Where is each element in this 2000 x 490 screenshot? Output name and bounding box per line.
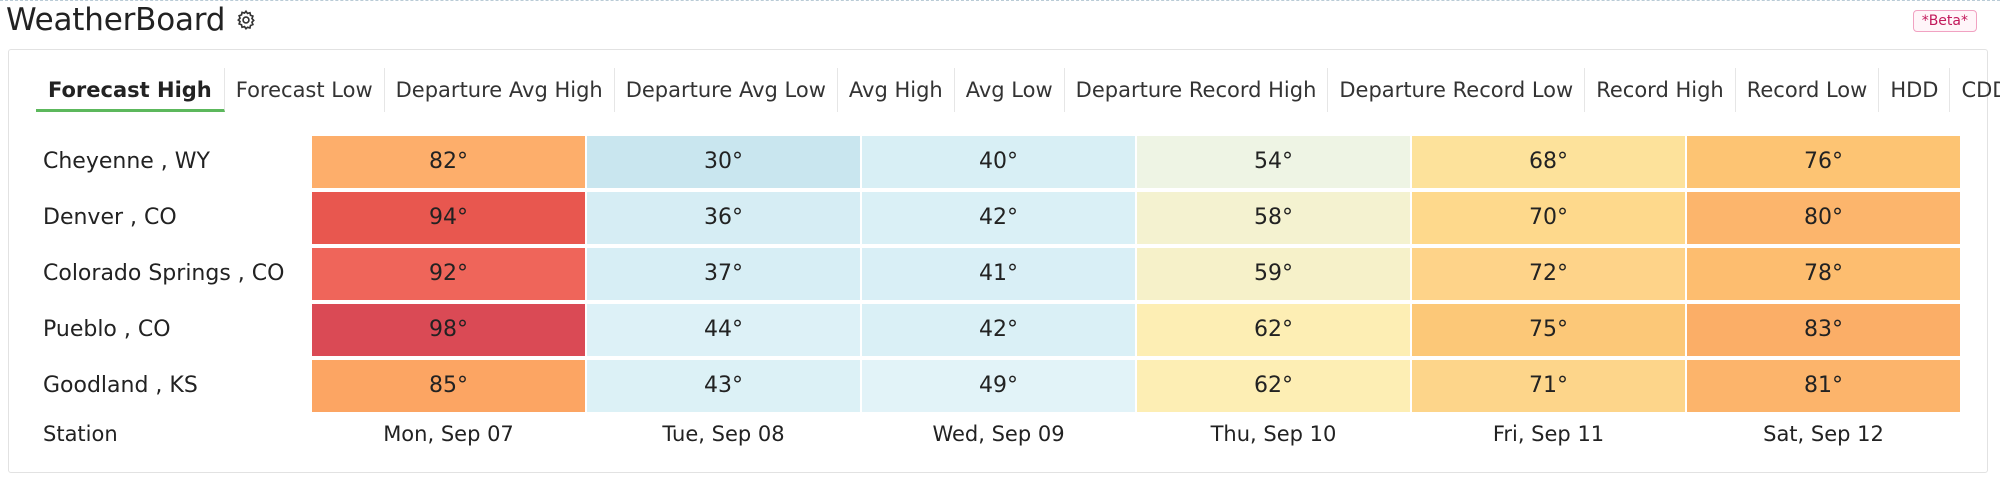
table-row: Cheyenne , WY 82° 30° 40° 54° 68° 76° (29, 136, 1962, 188)
temp-cell[interactable]: 71° (1412, 360, 1685, 412)
station-name: Denver , CO (43, 205, 177, 230)
temp-cell[interactable]: 30° (587, 136, 860, 188)
tab-departure-record-low[interactable]: Departure Record Low (1328, 68, 1586, 112)
station-name: Colorado Springs , CO (43, 261, 285, 286)
table-row: Pueblo , CO 98° 44° 42° 62° 75° 83° (29, 304, 1962, 356)
tab-record-high[interactable]: Record High (1585, 68, 1736, 112)
day-label: Sat, Sep 12 (1763, 422, 1884, 446)
temp-cell[interactable]: 58° (1137, 192, 1410, 244)
day-label: Mon, Sep 07 (383, 422, 514, 446)
table-row: Denver , CO 94° 36° 42° 58° 70° 80° (29, 192, 1962, 244)
temp-cell[interactable]: 81° (1687, 360, 1960, 412)
temp-cell[interactable]: 85° (312, 360, 585, 412)
temp-cell[interactable]: 70° (1412, 192, 1685, 244)
temp-cell[interactable]: 98° (312, 304, 585, 356)
tab-forecast-low[interactable]: Forecast Low (225, 68, 385, 112)
temp-cell[interactable]: 62° (1137, 360, 1410, 412)
tab-departure-record-high[interactable]: Departure Record High (1065, 68, 1329, 112)
tab-cdd[interactable]: CDD (1961, 78, 2000, 102)
temp-cell[interactable]: 59° (1137, 248, 1410, 300)
temp-cell[interactable]: 44° (587, 304, 860, 356)
station-name: Pueblo , CO (43, 317, 171, 342)
station-name: Goodland , KS (43, 373, 198, 398)
temp-cell[interactable]: 41° (862, 248, 1135, 300)
temp-cell[interactable]: 43° (587, 360, 860, 412)
table-row: Goodland , KS 85° 43° 49° 62° 71° 81° (29, 360, 1962, 412)
temp-cell[interactable]: 78° (1687, 248, 1960, 300)
station-name: Cheyenne , WY (43, 149, 210, 174)
station-column-header: Station (43, 422, 118, 446)
tab-avg-low[interactable]: Avg Low (955, 68, 1065, 112)
temp-cell[interactable]: 94° (312, 192, 585, 244)
temp-cell[interactable]: 40° (862, 136, 1135, 188)
day-label: Thu, Sep 10 (1210, 422, 1337, 446)
gear-icon[interactable] (235, 9, 257, 31)
temp-cell[interactable]: 42° (862, 192, 1135, 244)
day-label: Wed, Sep 09 (932, 422, 1065, 446)
header: WeatherBoard (6, 0, 257, 40)
tab-hdd[interactable]: HDD (1879, 68, 1951, 112)
tab-forecast-high[interactable]: Forecast High (36, 68, 225, 112)
day-label: Fri, Sep 11 (1492, 422, 1605, 446)
temp-cell[interactable]: 62° (1137, 304, 1410, 356)
tab-record-low[interactable]: Record Low (1736, 68, 1880, 112)
temp-cell[interactable]: 49° (862, 360, 1135, 412)
beta-badge: *Beta* (1912, 10, 1977, 32)
temp-cell[interactable]: 92° (312, 248, 585, 300)
temp-cell[interactable]: 83° (1687, 304, 1960, 356)
tab-departure-avg-high[interactable]: Departure Avg High (385, 68, 615, 112)
top-dashed-divider (0, 0, 2000, 1)
temp-cell[interactable]: 42° (862, 304, 1135, 356)
temp-cell[interactable]: 37° (587, 248, 860, 300)
table-row: Colorado Springs , CO 92° 37° 41° 59° 72… (29, 248, 1962, 300)
table-footer: Station Mon, Sep 07 Tue, Sep 08 Wed, Sep… (29, 416, 1962, 452)
metric-tabs: Forecast High Forecast Low Departure Avg… (36, 68, 2000, 112)
tab-departure-avg-low[interactable]: Departure Avg Low (615, 68, 838, 112)
weather-card: Forecast High Forecast Low Departure Avg… (8, 49, 2000, 473)
temp-cell[interactable]: 68° (1412, 136, 1685, 188)
day-label: Tue, Sep 08 (662, 422, 785, 446)
temp-cell[interactable]: 36° (587, 192, 860, 244)
temp-cell[interactable]: 82° (312, 136, 585, 188)
temp-cell[interactable]: 80° (1687, 192, 1960, 244)
temp-cell[interactable]: 54° (1137, 136, 1410, 188)
temp-cell[interactable]: 72° (1412, 248, 1685, 300)
tab-avg-high[interactable]: Avg High (838, 68, 955, 112)
app-title: WeatherBoard (6, 2, 226, 38)
temp-cell[interactable]: 75° (1412, 304, 1685, 356)
temp-cell[interactable]: 76° (1687, 136, 1960, 188)
temperature-grid: Cheyenne , WY 82° 30° 40° 54° 68° 76° De… (29, 136, 1962, 452)
